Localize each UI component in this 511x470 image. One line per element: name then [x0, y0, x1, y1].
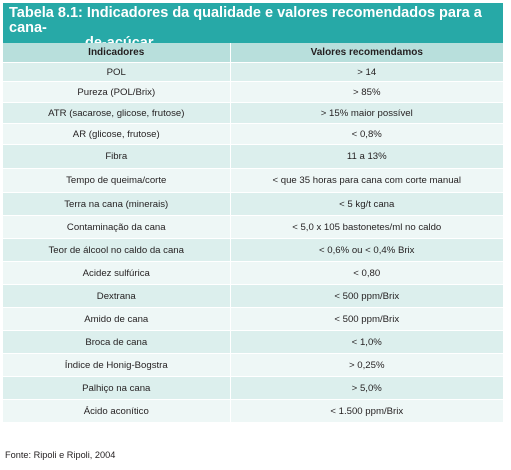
table-row: Palhiço na cana > 5,0% — [3, 376, 503, 400]
recommended-value-cell: 11 a 13% — [230, 144, 503, 169]
indicator-cell: Pureza (POL/Brix) — [3, 81, 231, 103]
indicator-cell: Palhiço na cana — [3, 376, 231, 400]
indicator-cell: Amido de cana — [3, 307, 231, 331]
recommended-value-cell: > 5,0% — [230, 376, 503, 400]
indicator-cell: Índice de Honig-Bogstra — [3, 353, 231, 377]
table-header-row: Indicadores Valores recomendamos — [3, 43, 503, 63]
recommended-value-cell: < 500 ppm/Brix — [230, 284, 503, 308]
table-title: Tabela 8.1: Indicadores da qualidade e v… — [3, 3, 503, 51]
table-row: POL > 14 — [3, 62, 503, 82]
table-row: Ácido aconítico < 1.500 ppm/Brix — [3, 399, 503, 423]
indicator-cell: Dextrana — [3, 284, 231, 308]
recommended-value-cell: < 0,80 — [230, 261, 503, 285]
table-row: Contaminação da cana < 5,0 x 105 bastonet… — [3, 215, 503, 239]
indicator-cell: Terra na cana (minerais) — [3, 192, 231, 216]
table-row: Teor de álcool no caldo da cana < 0,6% ou… — [3, 238, 503, 262]
table-row: Tempo de queima/corte < que 35 horas para… — [3, 168, 503, 193]
recommended-value-cell: > 85% — [230, 81, 503, 103]
recommended-value-cell: > 0,25% — [230, 353, 503, 377]
recommended-value-cell: < 0,6% ou < 0,4% Brix — [230, 238, 503, 262]
recommended-value-cell: > 14 — [230, 62, 503, 82]
indicator-cell: Fibra — [3, 144, 231, 169]
indicator-cell: Contaminação da cana — [3, 215, 231, 239]
table-title-line-1: Tabela 8.1: Indicadores da qualidade e v… — [9, 5, 482, 36]
table-row: Terra na cana (minerais) < 5 kg/t cana — [3, 192, 503, 216]
quality-indicators-table: Indicadores Valores recomendamos POL > 14… — [3, 43, 503, 423]
recommended-value-cell: < 1.500 ppm/Brix — [230, 399, 503, 423]
recommended-value-cell: < 5 kg/t cana — [230, 192, 503, 216]
indicator-cell: POL — [3, 62, 231, 82]
table-row: Pureza (POL/Brix) > 85% — [3, 81, 503, 103]
recommended-value-cell: < 500 ppm/Brix — [230, 307, 503, 331]
column-header-indicators: Indicadores — [3, 43, 231, 63]
indicator-cell: Teor de álcool no caldo da cana — [3, 238, 231, 262]
recommended-value-cell: < que 35 horas para cana com corte manua… — [230, 168, 503, 193]
table-row: Índice de Honig-Bogstra > 0,25% — [3, 353, 503, 377]
indicator-cell: Tempo de queima/corte — [3, 168, 231, 193]
indicator-cell: Acidez sulfúrica — [3, 261, 231, 285]
recommended-value-cell: > 15% maior possível — [230, 102, 503, 124]
table-row: Fibra 11 a 13% — [3, 144, 503, 169]
table-row: ATR (sacarose, glicose, frutose) > 15% ma… — [3, 102, 503, 124]
table-row: Amido de cana < 500 ppm/Brix — [3, 307, 503, 331]
table-source-note: Fonte: Ripoli e Ripoli, 2004 — [5, 450, 116, 460]
recommended-value-cell: < 5,0 x 105 bastonetes/ml no caldo — [230, 215, 503, 239]
indicator-cell: Ácido aconítico — [3, 399, 231, 423]
recommended-value-cell: < 1,0% — [230, 330, 503, 354]
indicator-cell: ATR (sacarose, glicose, frutose) — [3, 102, 231, 124]
table-row: Broca de cana < 1,0% — [3, 330, 503, 354]
column-header-recommended-values: Valores recomendamos — [230, 43, 503, 63]
indicator-cell: Broca de cana — [3, 330, 231, 354]
table-row: AR (glicose, frutose) < 0,8% — [3, 123, 503, 145]
table-row: Acidez sulfúrica < 0,80 — [3, 261, 503, 285]
indicator-cell: AR (glicose, frutose) — [3, 123, 231, 145]
recommended-value-cell: < 0,8% — [230, 123, 503, 145]
table-row: Dextrana < 500 ppm/Brix — [3, 284, 503, 308]
